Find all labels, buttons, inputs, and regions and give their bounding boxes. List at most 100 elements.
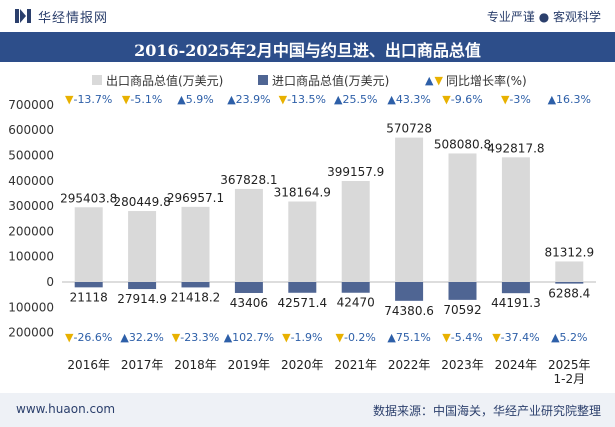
yoy-value: 5.2% [560,331,588,344]
y-tick-label: 0 [46,275,54,289]
export-yoy-label: ▼-3% [501,93,531,106]
yoy-value: -5.1% [130,93,162,106]
import-value-label: 43406 [230,296,268,310]
export-bar [234,188,263,282]
y-tick-label: 100000 [8,300,54,314]
yoy-value: -13.7% [73,93,112,106]
import-value-label: 44191.3 [491,296,541,310]
export-yoy-label: ▼-5.1% [122,93,162,106]
export-value-label: 296957.1 [167,191,224,205]
legend-down-arrow-icon: ▼ [434,73,443,87]
import-yoy-label: ▼-0.2% [336,331,376,344]
legend-export: 出口商品总值(万美元) [92,71,223,89]
export-yoy-label: ▼-13.5% [279,93,326,106]
export-yoy-label: ▲16.3% [548,93,591,106]
yoy-value: 32.2% [129,331,164,344]
y-tick-label: 200000 [8,224,54,238]
export-bar [128,211,157,282]
yoy-value: -5.4% [451,331,483,344]
import-bar [74,282,103,288]
y-tick-label: 600000 [8,123,54,137]
export-yoy-label: ▼-9.6% [442,93,482,106]
import-yoy-label: ▼-26.6% [65,331,112,344]
up-arrow-icon: ▲ [548,93,557,106]
y-tick-label: 500000 [8,149,54,163]
down-arrow-icon: ▼ [442,331,451,344]
import-bar [555,282,584,284]
up-arrow-icon: ▲ [387,93,396,106]
export-value-label: 508080.8 [434,137,491,151]
title-bar: 2016-2025年2月中国与约旦进、出口商品总值 [0,32,615,62]
x-tick-label: 2016年 [67,358,110,372]
export-yoy-label: ▲5.9% [177,93,213,106]
down-arrow-icon: ▼ [336,331,345,344]
yoy-value: 102.7% [232,331,274,344]
export-value-label: 81312.9 [544,245,594,259]
import-value-label: 27914.9 [117,292,167,306]
legend-export-swatch [92,75,102,85]
export-bar [74,207,103,282]
chart-title: 2016-2025年2月中国与约旦进、出口商品总值 [134,41,481,60]
import-bar [341,282,370,293]
import-yoy-label: ▲102.7% [224,331,274,344]
export-value-label: 570728 [386,122,432,136]
import-bar [181,282,210,288]
yoy-value: 5.9% [186,93,214,106]
footer-website: www.huaon.com [16,402,116,416]
export-value-label: 295403.8 [60,191,117,205]
import-value-label: 42470 [337,296,375,310]
x-tick-label: 2018年 [174,358,217,372]
yoy-value: -0.2% [344,331,376,344]
x-tick-label: 2023年 [441,358,484,372]
down-arrow-icon: ▼ [282,331,291,344]
x-tick-label: 1-2月 [553,372,585,386]
y-tick-label: 200000 [8,326,54,340]
brand-logo-icon [15,9,31,23]
import-yoy-label: ▲75.1% [387,331,430,344]
import-bar [234,282,263,293]
yoy-value: 25.5% [342,93,377,106]
yoy-value: -3% [509,93,530,106]
import-value-label: 42571.4 [277,296,327,310]
import-value-label: 21418.2 [171,290,221,304]
yoy-value: 75.1% [396,331,431,344]
yoy-value: 23.9% [236,93,271,106]
export-yoy-label: ▲25.5% [334,93,377,106]
x-tick-label: 2025年 [548,358,591,372]
yoy-value: -1.9% [291,331,323,344]
import-yoy-label: ▲5.2% [551,331,587,344]
x-tick-label: 2024年 [495,358,538,372]
down-arrow-icon: ▼ [501,93,510,106]
export-bar [501,157,530,282]
export-value-label: 492817.8 [487,141,544,155]
export-bar [288,201,317,282]
x-tick-label: 2020年 [281,358,324,372]
yoy-value: -9.6% [451,93,483,106]
y-tick-label: 300000 [8,199,54,213]
import-yoy-label: ▼-1.9% [282,331,322,344]
up-arrow-icon: ▲ [224,331,233,344]
legend-yoy: ▲ ▼ 同比增长率(%) [425,71,527,89]
up-arrow-icon: ▲ [177,93,186,106]
tagline: 专业严谨 ● 客观科学 [486,10,601,24]
export-yoy-label: ▲43.3% [387,93,430,106]
export-bar [395,137,424,282]
export-value-label: 318164.9 [274,186,331,200]
import-yoy-label: ▲32.2% [120,331,163,344]
export-value-label: 367828.1 [220,173,277,187]
yoy-value: 16.3% [556,93,591,106]
footer-source: 数据来源：中国海关，华经产业研究院整理 [372,404,601,418]
y-tick-label: 400000 [8,174,54,188]
x-tick-label: 2019年 [228,358,271,372]
top-bar: 华经情报网 专业严谨 ● 客观科学 [0,0,615,32]
x-tick-label: 2021年 [334,358,377,372]
up-arrow-icon: ▲ [334,93,343,106]
import-bar [448,282,477,300]
import-bar [288,282,317,293]
export-value-label: 280449.8 [113,195,170,209]
export-yoy-label: ▲23.9% [227,93,270,106]
down-arrow-icon: ▼ [442,93,451,106]
up-arrow-icon: ▲ [387,331,396,344]
up-arrow-icon: ▲ [551,331,560,344]
